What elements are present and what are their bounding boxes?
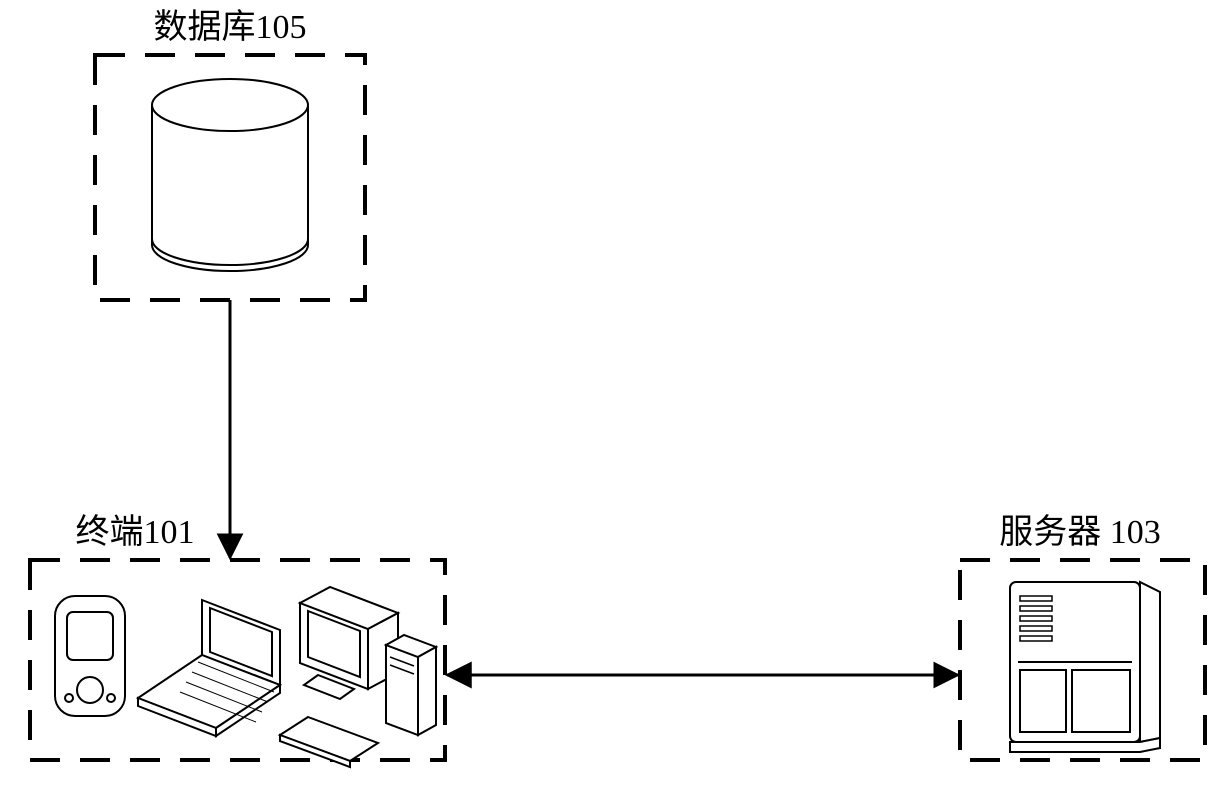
server-label: 服务器 103	[999, 513, 1161, 551]
terminal-label: 终端101	[76, 513, 195, 551]
database-icon	[152, 79, 308, 271]
desktop-icon	[280, 587, 436, 767]
server-icon	[1010, 582, 1160, 752]
laptop-icon	[138, 600, 280, 736]
database-label: 数据库105	[154, 8, 307, 46]
phone-icon	[55, 596, 125, 716]
diagram-canvas: 数据库105 终端101 服务器 103	[0, 0, 1227, 792]
